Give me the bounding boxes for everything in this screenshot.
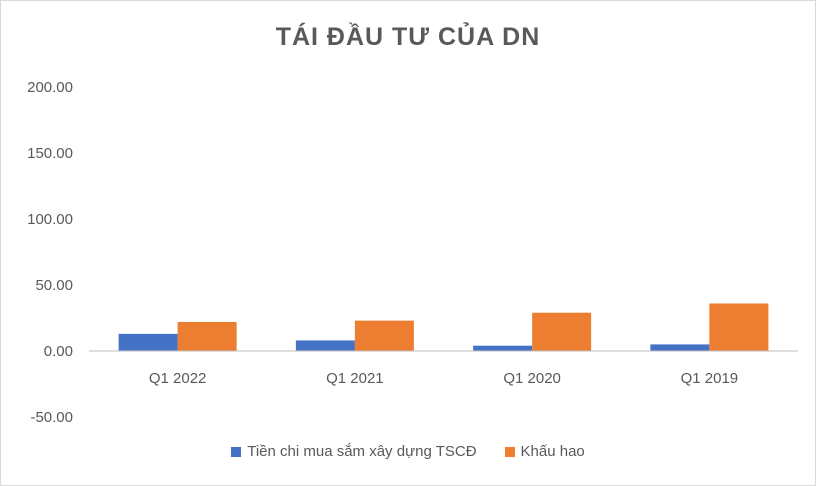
y-tick-label: 0.00 (44, 343, 73, 360)
bar-depreciation (177, 321, 237, 351)
bar-capex (650, 344, 710, 351)
legend-label-capex: Tiền chi mua sắm xây dựng TSCĐ (247, 443, 477, 460)
bar-capex (118, 333, 178, 351)
legend-item-depreciation: Khấu hao (504, 443, 585, 460)
bar-depreciation (354, 320, 414, 351)
y-tick-label: 150.00 (27, 145, 73, 162)
x-tick-label: Q1 2022 (149, 370, 207, 387)
x-tick-label: Q1 2020 (503, 370, 561, 387)
x-tick-label: Q1 2021 (326, 370, 384, 387)
bar-depreciation (709, 303, 769, 351)
legend-swatch-capex (231, 446, 242, 457)
x-tick-label: Q1 2019 (681, 370, 739, 387)
y-tick-label: 200.00 (27, 79, 73, 96)
legend-item-capex: Tiền chi mua sắm xây dựng TSCĐ (231, 443, 477, 460)
y-tick-label: 50.00 (35, 277, 73, 294)
legend-swatch-depreciation (504, 446, 515, 457)
legend: Tiền chi mua sắm xây dựng TSCĐ Khấu hao (1, 443, 815, 460)
bar-capex (473, 345, 533, 351)
chart-title: TÁI ĐẦU TƯ CỦA DN (275, 23, 541, 51)
bar-capex (295, 340, 355, 351)
y-tick-label: -50.00 (30, 409, 73, 426)
legend-label-depreciation: Khấu hao (520, 443, 585, 460)
bar-depreciation (532, 312, 592, 351)
y-tick-label: 100.00 (27, 211, 73, 228)
